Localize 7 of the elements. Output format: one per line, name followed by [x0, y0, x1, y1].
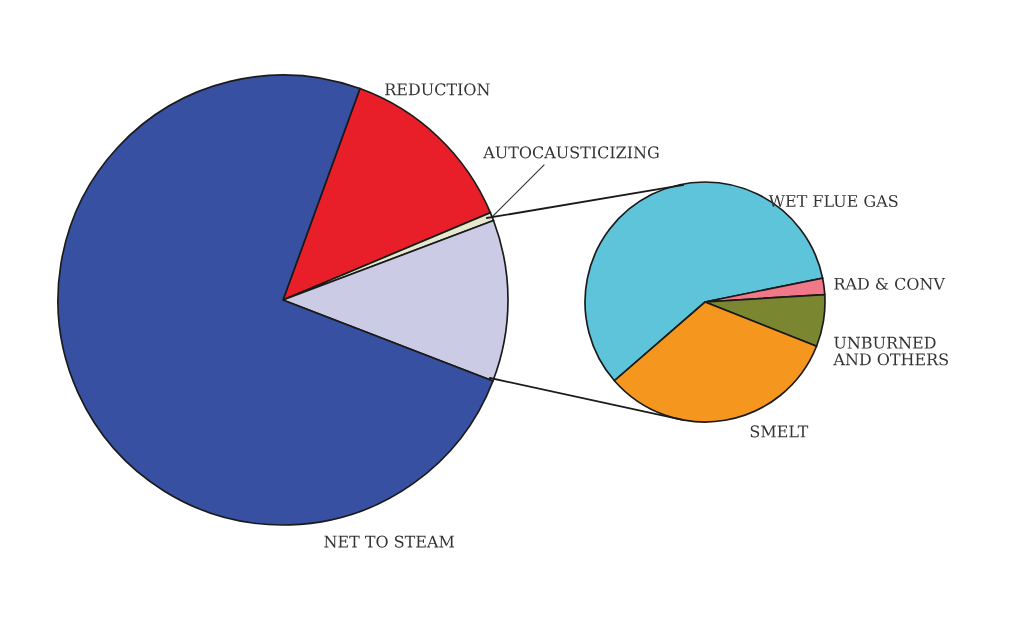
slice-label: UNBURNED AND OTHERS: [833, 336, 948, 366]
slice-label: NET TO STEAM: [324, 535, 455, 548]
slice-label: SMELT: [750, 425, 809, 438]
slice-label: WET FLUE GAS: [768, 194, 898, 208]
slice-label: AUTOCAUSTICIZING: [483, 146, 659, 159]
slice-label: RAD & CONV: [834, 277, 946, 290]
slice-label: REDUCTION: [385, 83, 490, 96]
